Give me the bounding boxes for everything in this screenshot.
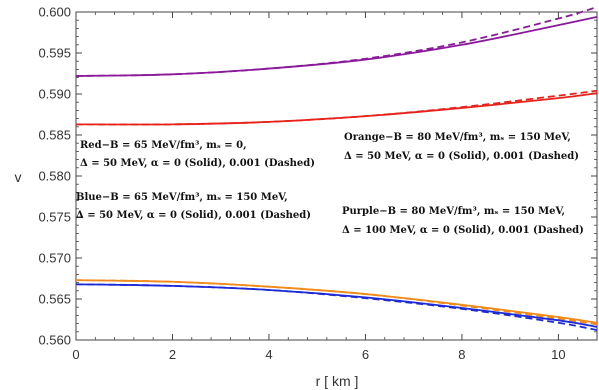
y-tick-label: 0.585 xyxy=(38,128,71,143)
series-line-purple-dashed xyxy=(75,6,598,77)
y-tick-label: 0.575 xyxy=(38,210,71,225)
x-tick-label: 6 xyxy=(362,347,369,362)
annotation-purple-line2: Δ = 100 MeV, α = 0 (Solid), 0.001 (Dashe… xyxy=(342,225,584,236)
y-tick-label: 0.600 xyxy=(38,5,71,20)
series-line-blue-dashed xyxy=(75,283,598,332)
annotation-blue-line2: Δ = 50 MeV, α = 0 (Solid), 0.001 (Dashed… xyxy=(76,210,311,221)
series-line-orange-dashed xyxy=(75,279,598,326)
annotation-red-line1: Red−B = 65 MeV/fm³, mₛ = 0, xyxy=(80,140,247,151)
annotation-blue-line1: Blue−B = 65 MeV/fm³, mₛ = 150 MeV, xyxy=(76,192,288,203)
series-layer xyxy=(75,6,598,332)
y-tick-label: 0.560 xyxy=(38,333,71,348)
series-line-blue-solid xyxy=(75,283,598,328)
annotations-layer: Red−B = 65 MeV/fm³, mₛ = 0, Δ = 50 MeV, … xyxy=(76,132,584,236)
annotation-orange-line1: Orange−B = 80 MeV/fm³, mₛ = 150 MeV, xyxy=(344,132,571,143)
annotation-orange-line2: Δ = 50 MeV, α = 0 (Solid), 0.001 (Dashed… xyxy=(344,151,579,162)
y-axis-title: v xyxy=(15,169,22,185)
y-tick-label: 0.570 xyxy=(38,251,71,266)
x-tick-label: 10 xyxy=(551,347,565,362)
series-line-red-solid xyxy=(75,92,598,126)
series-line-red-dashed xyxy=(75,89,598,126)
x-tick-label: 2 xyxy=(169,347,176,362)
y-tick-label: 0.595 xyxy=(38,46,71,61)
plot-frame: 0 2 4 6 8 10 0.560 0.565 0.570 0.575 0.580 0.585 0.5… xyxy=(38,5,598,362)
x-tick-label: 0 xyxy=(72,347,79,362)
y-tick-label: 0.565 xyxy=(38,292,71,307)
series-line-purple-solid xyxy=(75,16,598,77)
x-tick-label: 8 xyxy=(458,347,465,362)
y-tick-label: 0.590 xyxy=(38,87,71,102)
x-tick-label: 4 xyxy=(265,347,272,362)
annotation-purple-line1: Purple−B = 80 MeV/fm³, mₛ = 150 MeV, xyxy=(342,206,565,217)
x-axis-title: r [ km ] xyxy=(316,373,359,389)
annotation-red-line2: Δ = 50 MeV, α = 0 (Solid), 0.001 (Dashed… xyxy=(80,158,315,169)
y-tick-label: 0.580 xyxy=(38,169,71,184)
